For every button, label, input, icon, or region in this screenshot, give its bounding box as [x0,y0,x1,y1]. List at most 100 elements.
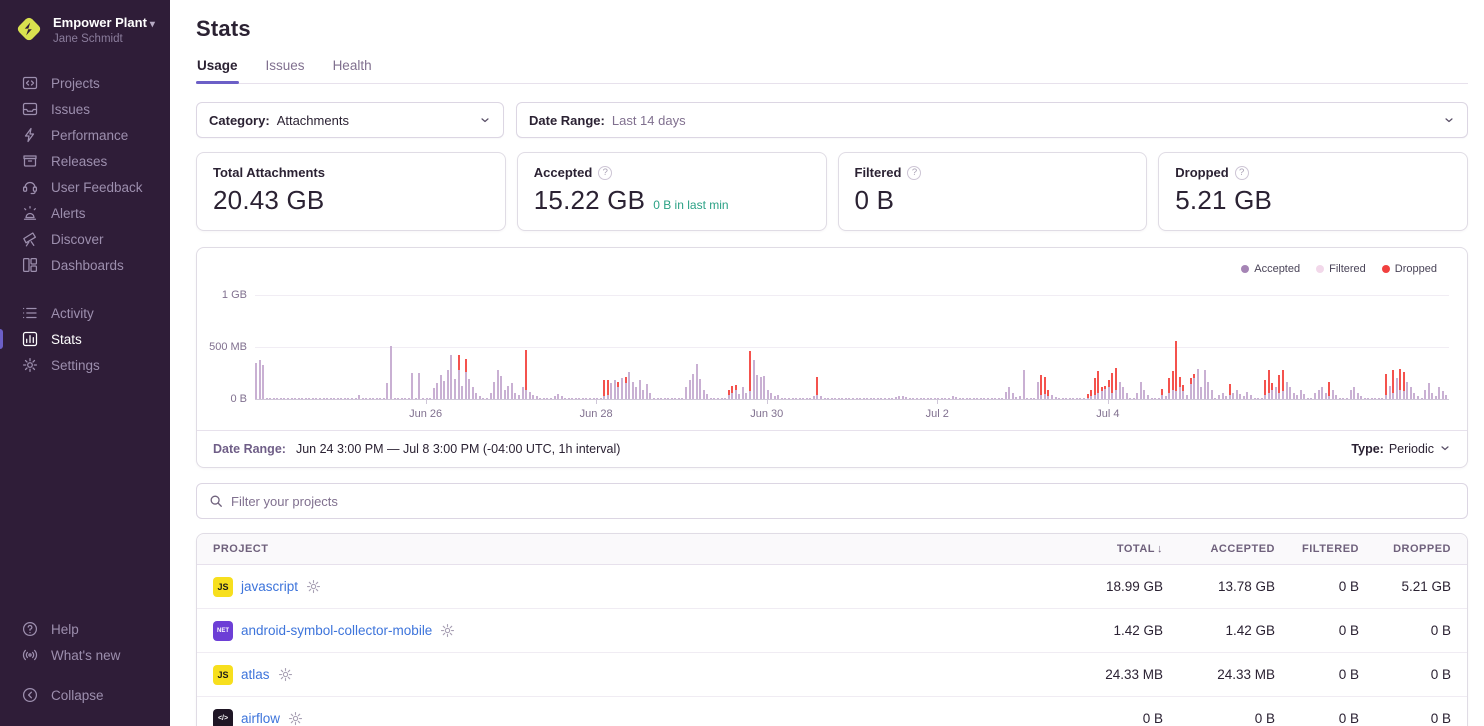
project-link[interactable]: javascript [241,579,299,594]
y-tick-500mb: 500 MB [209,341,247,353]
chart-bar [1289,386,1292,399]
sidebar-item-settings[interactable]: Settings [0,352,170,378]
chart-bar [1065,398,1068,399]
chart-bar [1388,385,1391,399]
chart-bar [290,398,293,399]
chevron-down-icon [1439,442,1451,457]
sidebar-item-label: Releases [51,153,108,169]
help-icon[interactable]: ? [907,165,922,180]
chart-bar [852,398,854,399]
column-header-total[interactable]: TOTAL ↓ [1116,543,1163,555]
sidebar-item-collapse[interactable]: Collapse [0,682,170,708]
chart-bar [1242,395,1245,399]
help-icon[interactable]: ? [598,165,613,180]
sidebar-item-projects[interactable]: Projects [0,70,170,96]
sidebar-item-what-s-new[interactable]: What's new [0,642,170,668]
platform-icon: JS [213,576,233,597]
chart-bar [1054,396,1057,399]
chart-bar [1068,398,1071,399]
project-link[interactable]: airflow [241,711,281,726]
column-header-project[interactable]: PROJECT [213,543,269,555]
legend-dot [1241,264,1250,273]
chart-bar [994,398,997,399]
chart-bar [688,380,691,399]
project-settings-gear-icon[interactable] [306,579,321,594]
table-body: JS javascript 18.99 GB 13.78 GB 0 B 5.21 GB NE… [197,565,1467,726]
legend-item-filtered[interactable]: Filtered [1316,261,1366,276]
chart-bar [517,394,520,399]
cell-accepted: 13.78 GB [1217,579,1275,594]
chart-bar [859,398,862,399]
chart-bar [798,397,801,399]
sidebar-item-activity[interactable]: Activity [0,300,170,326]
daterange-select[interactable]: Date Range: Last 14 days [516,102,1468,138]
chart-bar [653,398,655,399]
chart-bar [485,397,488,399]
chart-bar [955,397,958,399]
sidebar-item-discover[interactable]: Discover [0,226,170,252]
sidebar-item-dashboards[interactable]: Dashboards [0,252,170,278]
projects-icon [21,75,38,92]
chart-bar [514,392,517,399]
sidebar-item-alerts[interactable]: Alerts [0,200,170,226]
org-switcher[interactable]: Empower Plant ▾ Jane Schmidt [0,14,170,46]
project-settings-gear-icon[interactable] [440,623,455,638]
chart-bar [1161,388,1164,399]
sidebar-item-help[interactable]: Help [0,616,170,642]
chart-bar [802,398,805,399]
chart-bar [731,385,734,399]
project-settings-gear-icon[interactable] [288,711,303,726]
chart-bar [638,380,641,399]
chart-bar [606,380,609,399]
tab-usage[interactable]: Usage [196,58,239,84]
category-select[interactable]: Category: Attachments [196,102,504,138]
sidebar: Empower Plant ▾ Jane Schmidt Projects Issu… [0,0,170,726]
chart-bar [1331,389,1334,399]
project-filter [196,483,1468,519]
chart-bar [422,398,425,399]
chart-bar [1445,394,1448,399]
sidebar-item-stats[interactable]: Stats [0,326,170,352]
chart-bar [912,397,915,399]
sidebar-item-releases[interactable]: Releases [0,148,170,174]
chart-bar [763,376,766,399]
chart-bar [1370,398,1373,399]
chart-bar [571,397,574,399]
chart-bar [386,383,389,399]
chart-bar [1274,386,1277,399]
column-header-accepted[interactable]: ACCEPTED [1210,543,1275,555]
chart-bar [983,398,986,399]
sidebar-item-user-feedback[interactable]: User Feedback [0,174,170,200]
chart-bar [1253,397,1256,399]
platform-icon: NET [213,620,233,641]
sidebar-item-issues[interactable]: Issues [0,96,170,122]
chart-bar [628,372,631,399]
chart-daterange-value: Jun 24 3:00 PM — Jul 8 3:00 PM (-04:00 U… [295,442,621,456]
help-icon[interactable]: ? [1234,165,1249,180]
cell-total: 0 B [1142,711,1163,726]
card-title: Accepted [533,165,593,180]
chart-bar [493,382,496,399]
chart-bar [1125,392,1128,399]
chart-bar [987,397,990,399]
tab-health[interactable]: Health [332,58,372,73]
table-row-atlas: JS atlas 24.33 MB 24.33 MB 0 B 0 B [197,653,1467,697]
chart-type-select[interactable]: Type: Periodic [1351,442,1451,457]
column-header-filtered[interactable]: FILTERED [1302,543,1359,555]
project-settings-gear-icon[interactable] [278,667,293,682]
sidebar-item-label: Settings [51,357,100,373]
chart-bar [1196,368,1199,399]
legend-item-dropped[interactable]: Dropped [1381,261,1437,276]
table-row-android-symbol-collector-mobile: NET android-symbol-collector-mobile 1.42 G… [197,609,1467,653]
column-header-dropped[interactable]: DROPPED [1393,543,1451,555]
project-link[interactable]: android-symbol-collector-mobile [241,623,433,638]
chart-bar [699,379,702,399]
project-link[interactable]: atlas [241,667,270,682]
chart-bar [304,397,307,399]
chart-bar [1285,382,1288,399]
legend-item-accepted[interactable]: Accepted [1241,261,1300,276]
project-filter-input[interactable] [231,493,1455,509]
tab-issues[interactable]: Issues [265,58,305,73]
chart-bar [557,393,560,399]
sidebar-item-performance[interactable]: Performance [0,122,170,148]
